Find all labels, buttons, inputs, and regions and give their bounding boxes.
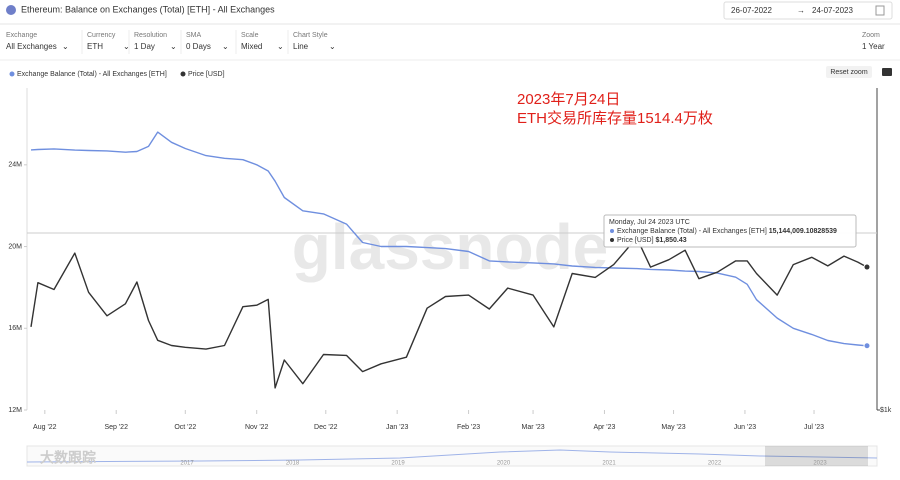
x-tick-label: Mar '23 bbox=[521, 424, 544, 431]
navigator-year: 2022 bbox=[708, 461, 722, 467]
legend-swatch bbox=[180, 71, 186, 77]
chevron: ⌄ bbox=[123, 42, 130, 51]
legend-label[interactable]: Exchange Balance (Total) - All Exchanges… bbox=[17, 71, 167, 78]
tooltip-name: Exchange Balance (Total) - All Exchanges… bbox=[617, 228, 837, 235]
reset-zoom[interactable]: Reset zoom bbox=[830, 69, 868, 76]
y-tick-label: 20M bbox=[8, 243, 22, 250]
y-tick-label: 16M bbox=[8, 325, 22, 332]
x-tick-label: Aug '22 bbox=[33, 424, 57, 431]
legend-label[interactable]: Price [USD] bbox=[188, 71, 225, 78]
control-value[interactable]: 1 Day bbox=[134, 42, 155, 51]
chevron: ⌄ bbox=[222, 42, 229, 51]
control-label: SMA bbox=[186, 32, 202, 39]
control-label: Currency bbox=[87, 32, 116, 39]
camera-icon[interactable] bbox=[882, 68, 892, 76]
y2-tick-label: $1k bbox=[880, 407, 892, 414]
tooltip-series: Exchange Balance (Total) - All Exchanges… bbox=[617, 228, 767, 235]
tooltip-value: $1,850.43 bbox=[656, 237, 687, 244]
navigator-year: 2023 bbox=[813, 461, 827, 467]
control-value[interactable]: Line bbox=[293, 42, 309, 51]
date-from[interactable]: 26-07-2022 bbox=[731, 6, 772, 15]
control-value[interactable]: Mixed bbox=[241, 42, 262, 51]
annotation: 2023年7月24日 bbox=[517, 91, 620, 108]
end-marker bbox=[863, 263, 871, 271]
control-value[interactable]: All Exchanges bbox=[6, 42, 57, 51]
control-label: Scale bbox=[241, 32, 259, 39]
annotation: ETH交易所库存量1514.4万枚 bbox=[517, 109, 713, 127]
navigator-year: 2020 bbox=[497, 461, 511, 467]
x-tick-label: Dec '22 bbox=[314, 424, 338, 431]
page-title: Ethereum: Balance on Exchanges (Total) [… bbox=[21, 4, 275, 14]
control-label: Resolution bbox=[134, 32, 167, 39]
chevron: ⌄ bbox=[62, 42, 69, 51]
watermark: glassnode bbox=[292, 211, 609, 283]
plot: 12M 16M 20M 24M $1k Aug '22 Sep '22 Oct '22 Nov … bbox=[8, 71, 891, 431]
tooltip-swatch bbox=[610, 238, 614, 242]
tooltip-swatch bbox=[610, 229, 614, 233]
calendar-icon[interactable] bbox=[875, 5, 885, 16]
control-value[interactable]: 1 Year bbox=[862, 42, 885, 51]
x-tick-label: Oct '22 bbox=[174, 424, 196, 431]
x-tick-label: Jun '23 bbox=[734, 424, 756, 431]
control-value[interactable]: ETH bbox=[87, 42, 103, 51]
corner-mark: 大数跟踪 bbox=[40, 450, 96, 466]
control-value[interactable]: 0 Days bbox=[186, 42, 211, 51]
tooltip-series: Price [USD] bbox=[617, 237, 654, 244]
series-line bbox=[30, 237, 868, 389]
navigator-years: 2017 2018 2019 2020 2021 2022 2023 bbox=[180, 461, 827, 467]
date-arrow: → bbox=[797, 6, 805, 15]
navigator-window[interactable] bbox=[765, 446, 868, 466]
date-range[interactable] bbox=[723, 1, 893, 20]
control-label: Exchange bbox=[6, 32, 37, 39]
legend-swatch bbox=[9, 71, 15, 77]
navigator-year: 2019 bbox=[391, 461, 405, 467]
end-marker bbox=[863, 342, 871, 350]
tooltip-value: 15,144,009.10828539 bbox=[769, 228, 837, 235]
x-tick-label: Feb '23 bbox=[457, 424, 480, 431]
x-tick-label: May '23 bbox=[661, 424, 685, 431]
x-tick-label: Sep '22 bbox=[104, 424, 128, 431]
x-tick-label: Nov '22 bbox=[245, 424, 269, 431]
eth-icon bbox=[6, 5, 16, 15]
navigator-year: 2018 bbox=[286, 461, 300, 467]
navigator-line bbox=[26, 449, 878, 463]
tooltip-date: Monday, Jul 24 2023 UTC bbox=[609, 219, 690, 226]
chevron: ⌄ bbox=[170, 42, 177, 51]
x-tick-label: Apr '23 bbox=[593, 424, 615, 431]
tooltip-name: Price [USD] $1,850.43 bbox=[617, 237, 687, 244]
y-tick-label: 24M bbox=[8, 162, 22, 169]
tooltip bbox=[603, 214, 857, 248]
chevron: ⌄ bbox=[329, 42, 336, 51]
reset-button[interactable] bbox=[826, 66, 872, 78]
x-tick-label: Jan '23 bbox=[386, 424, 408, 431]
navigator-year: 2017 bbox=[180, 461, 194, 467]
chevron: ⌄ bbox=[277, 42, 284, 51]
date-to[interactable]: 24-07-2023 bbox=[812, 6, 853, 15]
series-line bbox=[30, 131, 868, 347]
control-label: Chart Style bbox=[293, 32, 328, 39]
y-tick-label: 12M bbox=[8, 407, 22, 414]
control-label: Zoom bbox=[862, 32, 880, 39]
x-tick-label: Jul '23 bbox=[804, 424, 824, 431]
navigator-year: 2021 bbox=[602, 461, 616, 467]
